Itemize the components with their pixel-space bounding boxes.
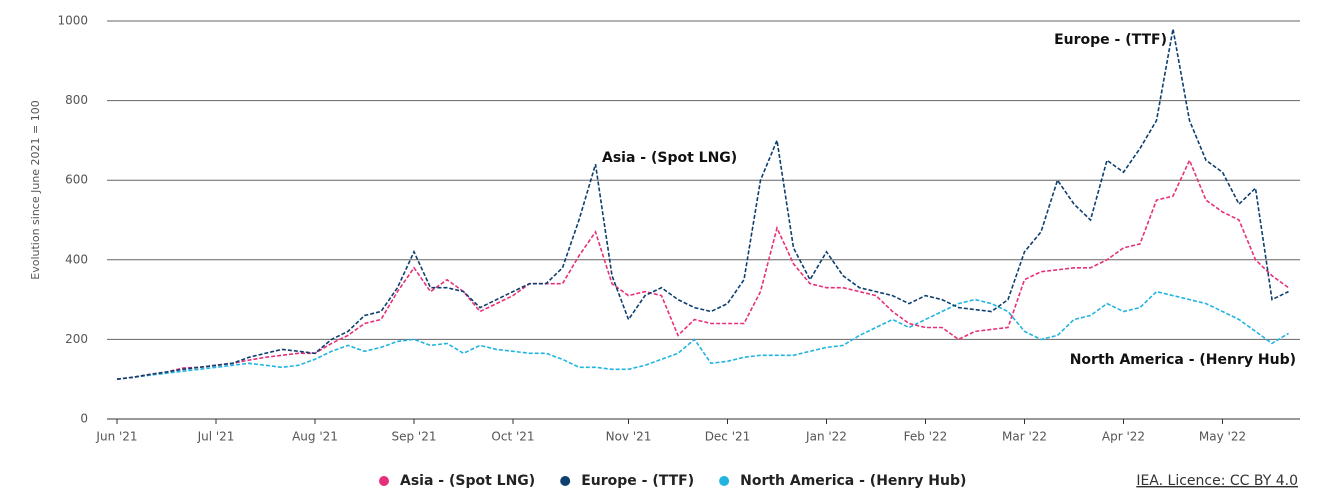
x-tick-label: Mar '22 — [1002, 430, 1047, 444]
x-tick-label: Jul '21 — [197, 430, 235, 444]
legend-label: Europe - (TTF) — [581, 473, 694, 489]
series-line — [116, 290, 1289, 380]
series-line — [116, 158, 1289, 380]
legend-label: North America - (Henry Hub) — [740, 473, 966, 489]
y-tick-label: 600 — [65, 173, 88, 187]
legend-swatch — [560, 476, 571, 486]
x-tick-label: Dec '21 — [705, 430, 751, 444]
y-axis-label: Evolution since June 2021 = 100 — [29, 100, 42, 280]
x-tick-label: May '22 — [1199, 430, 1246, 444]
annotation: North America - (Henry Hub) — [1070, 352, 1296, 368]
y-tick-label: 400 — [65, 252, 88, 266]
y-tick-label: 800 — [65, 93, 88, 107]
legend-swatch — [719, 476, 730, 486]
y-tick-label: 0 — [80, 412, 88, 426]
x-tick-label: Aug '21 — [292, 430, 338, 444]
legend-swatch — [379, 476, 389, 486]
annotation: Europe - (TTF) — [1054, 32, 1167, 48]
x-tick-label: Feb '22 — [904, 430, 948, 444]
x-tick-label: Apr '22 — [1102, 430, 1145, 444]
source[interactable]: IEA. Licence: CC BY 4.0 — [1136, 473, 1298, 489]
x-tick-label: Oct '21 — [491, 430, 534, 444]
x-tick-label: Nov '21 — [606, 430, 652, 444]
series-line — [116, 28, 1289, 380]
x-tick-label: Jan '22 — [805, 430, 847, 444]
y-tick-label: 200 — [65, 332, 88, 346]
annotation: Asia - (Spot LNG) — [602, 150, 737, 166]
legend-label: Asia - (Spot LNG) — [400, 473, 535, 489]
y-tick-label: 1000 — [57, 14, 88, 28]
x-tick-label: Jun '21 — [95, 430, 137, 444]
x-tick-label: Sep '21 — [392, 430, 437, 444]
